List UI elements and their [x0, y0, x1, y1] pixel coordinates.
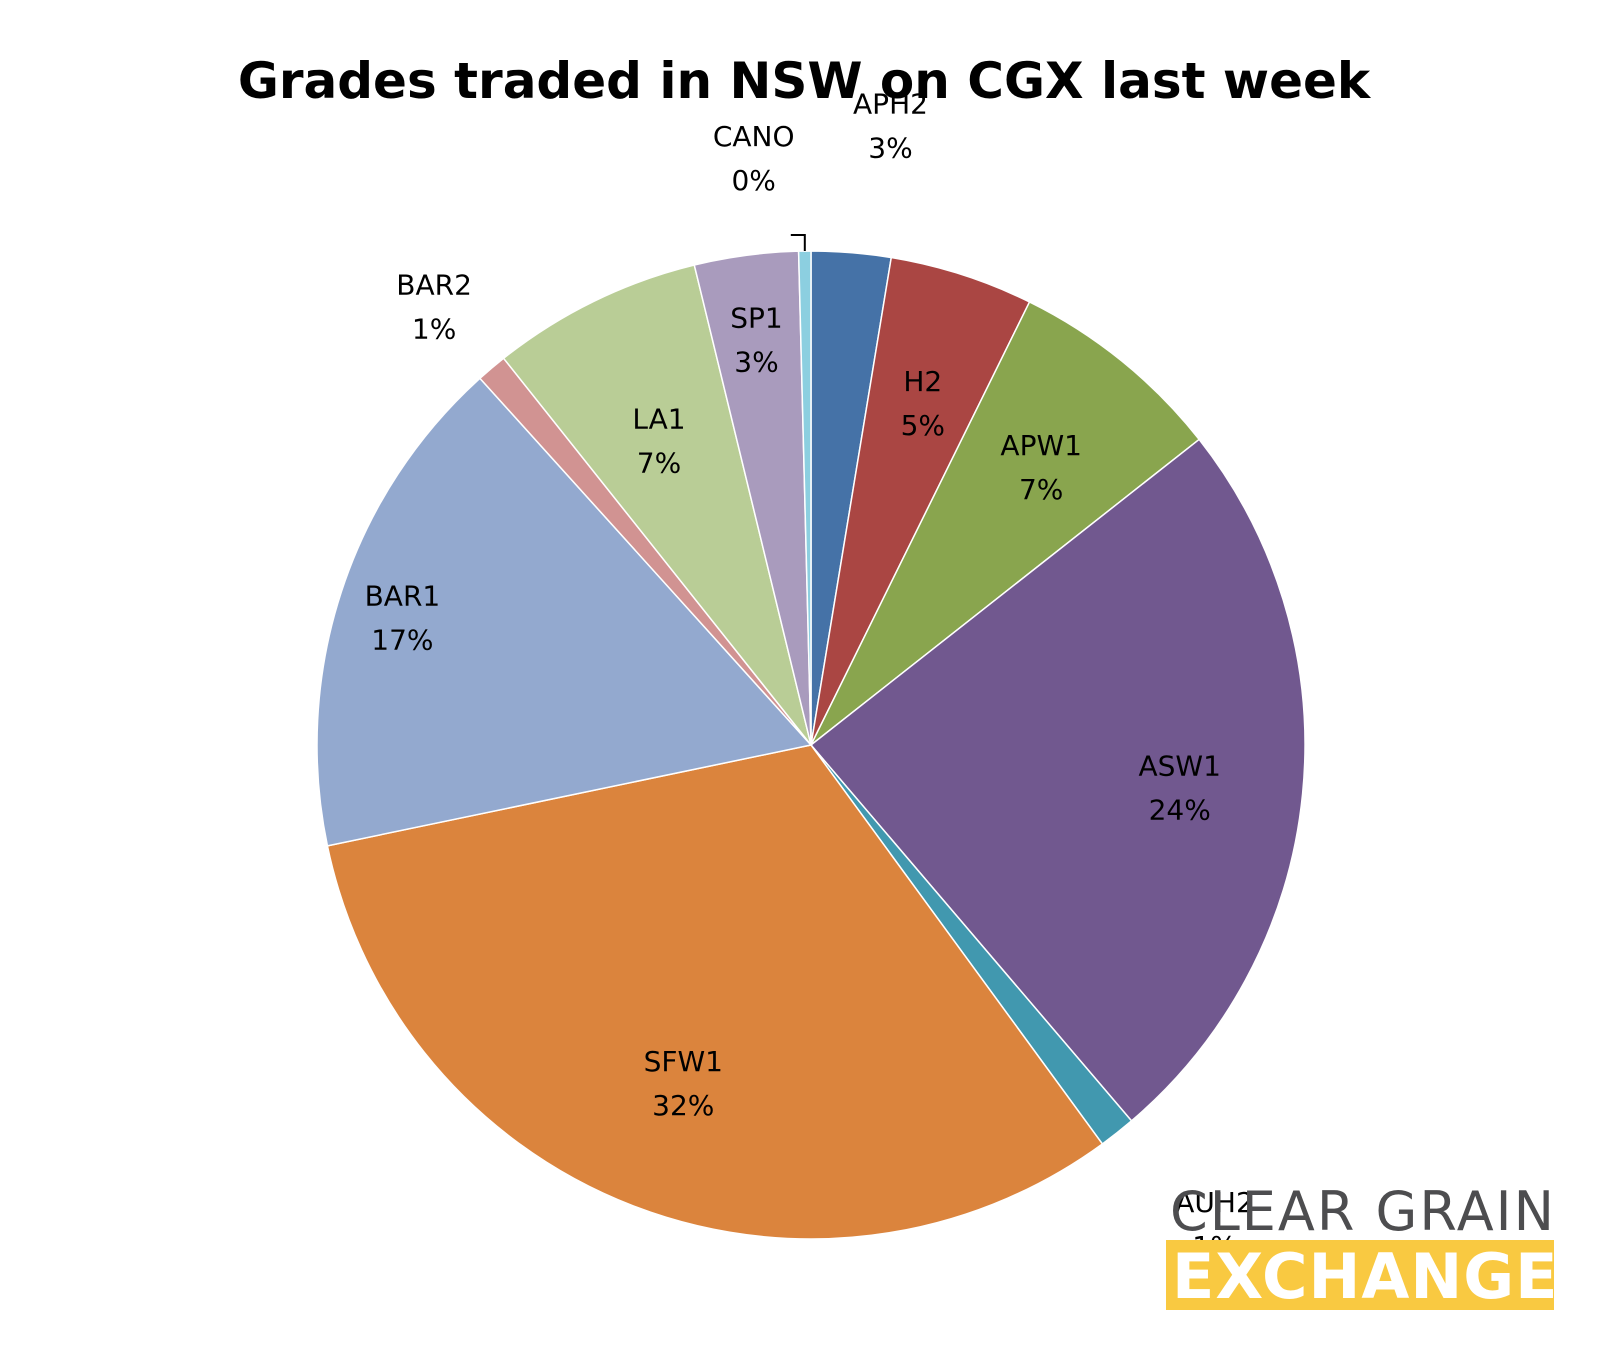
- pie-slice-cano: [797, 250, 812, 746]
- slice-name-aph2: APH2: [853, 87, 928, 120]
- pie-slice-la1: [502, 264, 812, 746]
- chart-title: Grades traded in NSW on CGX last week: [238, 52, 1372, 110]
- logo-banner: [1166, 1240, 1554, 1310]
- slice-percent-bar1: 17%: [371, 624, 433, 657]
- slice-name-cano: CANO: [713, 120, 795, 153]
- pie-slice-sfw1: [326, 744, 1104, 1240]
- slice-percent-la1: 7%: [637, 446, 681, 479]
- slice-percent-h2: 5%: [901, 409, 945, 442]
- cgx-logo: CLEAR GRAIN EXCHANGE: [1166, 1180, 1558, 1313]
- pie-slices: [316, 250, 1306, 1240]
- slice-name-auh2: AUH2: [1175, 1186, 1254, 1219]
- pie-labels: APH2 3% H2 5% APW1 7% ASW1 24% AUH2 1% SFW1 32% BAR1…: [365, 87, 1254, 1263]
- slice-name-bar1: BAR1: [365, 580, 441, 613]
- slice-name-bar2: BAR2: [396, 268, 472, 301]
- slice-name-asw1: ASW1: [1138, 750, 1220, 783]
- slice-name-h2: H2: [903, 365, 942, 398]
- pie-slice-asw1: [809, 438, 1306, 1122]
- pie-slice-apw1: [810, 300, 1201, 746]
- slice-percent-sp1: 3%: [734, 346, 778, 379]
- slice-percent-sfw1: 32%: [652, 1089, 714, 1122]
- cano-leader-line: [790, 234, 806, 251]
- slice-name-sfw1: SFW1: [644, 1045, 723, 1078]
- slice-name-la1: LA1: [632, 402, 685, 435]
- slice-percent-asw1: 24%: [1149, 794, 1211, 827]
- logo-line2: EXCHANGE: [1172, 1240, 1558, 1313]
- logo-line1: CLEAR GRAIN: [1170, 1180, 1556, 1243]
- slice-percent-bar2: 1%: [412, 312, 456, 345]
- slice-name-sp1: SP1: [730, 302, 782, 335]
- slice-percent-cano: 0%: [731, 164, 775, 197]
- slice-name-apw1: APW1: [1000, 429, 1082, 462]
- slice-percent-aph2: 3%: [868, 131, 912, 164]
- slice-percent-apw1: 7%: [1019, 473, 1063, 506]
- pie-slice-bar1: [316, 377, 813, 847]
